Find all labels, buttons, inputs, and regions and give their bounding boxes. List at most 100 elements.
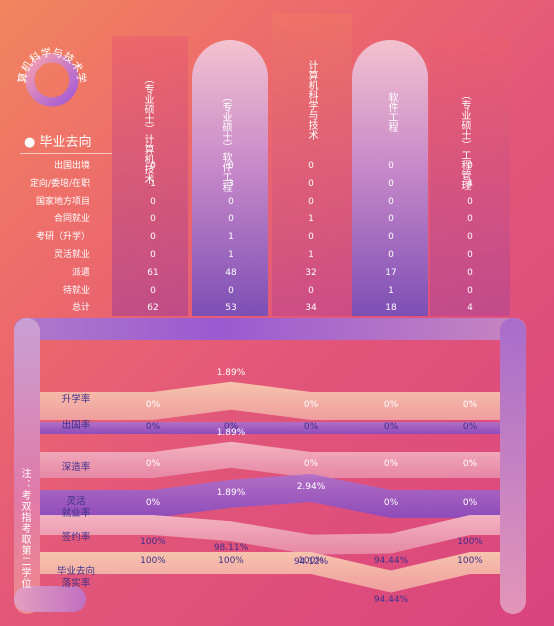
table-row-label: 派遣 xyxy=(71,267,90,278)
column-header-4: 软件工程 xyxy=(385,92,397,132)
column-header-3: 计算机科学与技术 xyxy=(305,60,317,140)
series-band xyxy=(40,381,500,420)
table-cell: 34 xyxy=(305,303,317,314)
table-row-label: 灵活就业 xyxy=(53,250,90,260)
column-header-5: （专业硕士）工程管理 xyxy=(458,90,470,190)
rate-value-label: 0% xyxy=(223,422,239,432)
table-cell: 0 xyxy=(228,285,234,296)
table-cell: 0 xyxy=(308,196,314,207)
table-cell: 0 xyxy=(308,232,314,243)
chart-frame-right xyxy=(500,318,526,614)
rate-value-label: 0% xyxy=(462,400,478,410)
badge-ring-icon: 计算机科学与技术学院 xyxy=(9,28,88,107)
table-cell: 0 xyxy=(150,232,156,243)
rate-value-label: 100% xyxy=(140,556,166,566)
table-cell: 1 xyxy=(150,178,156,189)
column-header-1: （专业硕士）计算机技术 xyxy=(141,74,153,184)
table-cell: 0 xyxy=(467,161,473,171)
table-cell: 0 xyxy=(228,214,234,225)
column-header-name: 工程管理 xyxy=(459,150,470,190)
table-cell: 0 xyxy=(228,161,234,171)
chart-frame-left xyxy=(14,318,40,614)
series-band xyxy=(40,422,500,434)
rate-value-label: 1.89% xyxy=(216,367,246,378)
table-cell: 62 xyxy=(147,303,159,314)
series-band xyxy=(40,552,500,593)
table-cell: 3 xyxy=(228,178,234,189)
table-cell: 0 xyxy=(150,196,156,207)
column-bg-1 xyxy=(112,36,188,316)
table-row-label: 定向/委培/在职 xyxy=(29,178,90,189)
rate-value-label: 100% xyxy=(218,556,244,566)
series-band xyxy=(40,474,500,518)
series-label: 签约率 xyxy=(61,532,91,543)
column-header-name: 计算机科学与技术 xyxy=(306,60,317,140)
table-cell: 48 xyxy=(225,267,237,278)
rate-value-label: 0% xyxy=(383,498,399,508)
table-cell: 1 xyxy=(308,214,314,225)
table-cell: 0 xyxy=(150,285,156,296)
column-header-note: （专业硕士） xyxy=(142,74,153,134)
table-row-label: 国家地方项目 xyxy=(35,196,90,207)
rate-value-label: 0% xyxy=(303,459,319,469)
note-text: 注：考双指考取第二学位 xyxy=(19,468,30,589)
table-cell: 0 xyxy=(388,214,394,225)
table-row-label: 出国出境 xyxy=(53,161,90,171)
table-row-label: 考研（升学） xyxy=(35,232,90,243)
rate-value-label: 94.44% xyxy=(373,594,409,605)
table-cell: 0 xyxy=(388,178,394,189)
table-cell: 0 xyxy=(467,250,473,260)
rate-value-label: 0% xyxy=(145,498,161,508)
column-bg-3 xyxy=(272,14,352,316)
rate-value-label: 0% xyxy=(145,459,161,469)
rate-value-label: 0% xyxy=(145,400,161,410)
rate-value-label: 0% xyxy=(462,498,478,508)
rate-value-label: 0% xyxy=(303,422,319,432)
table-cell: 61 xyxy=(147,267,159,278)
column-header-name: 计算机技术 xyxy=(142,134,153,184)
table-cell: 18 xyxy=(385,303,397,314)
column-bg-5 xyxy=(430,38,510,316)
series-label: 深造率 xyxy=(61,462,91,473)
rate-value-label: 0% xyxy=(462,459,478,469)
rate-value-label: 94.44% xyxy=(373,555,409,566)
table-cell: 0 xyxy=(308,285,314,296)
table-cell: 0 xyxy=(467,214,473,225)
rate-value-label: 100% xyxy=(457,537,483,547)
series-label: 升学率 xyxy=(61,394,91,405)
chart-frame-top xyxy=(14,318,526,340)
rate-chart xyxy=(40,381,500,593)
rate-value-label: 100% xyxy=(140,537,166,547)
table-cell: 0 xyxy=(308,161,314,171)
table-cell: 1 xyxy=(308,250,314,260)
table-cell: 32 xyxy=(305,267,317,278)
series-band xyxy=(40,441,500,478)
rate-value-label: 0% xyxy=(145,422,161,432)
table-cell: 4 xyxy=(467,178,473,189)
table-cell: 0 xyxy=(467,232,473,243)
section-title-text: 毕业去向 xyxy=(39,135,92,150)
rate-value-label: 0% xyxy=(303,400,319,410)
table-cell: 4 xyxy=(467,303,473,314)
table-cell: 0 xyxy=(308,178,314,189)
table-row-label: 总计 xyxy=(71,303,90,314)
table-cell: 1 xyxy=(228,232,234,243)
rate-value-label: 0% xyxy=(383,422,399,432)
table-cell: 0 xyxy=(150,214,156,225)
table-cell: 17 xyxy=(385,267,397,278)
table-row-label: 待就业 xyxy=(62,285,90,296)
table-cell: 0 xyxy=(388,196,394,207)
column-header-name: 软件工程 xyxy=(386,92,397,132)
table-cell: 0 xyxy=(467,285,473,296)
column-header-note: （专业硕士） xyxy=(220,92,231,152)
table-cell: 0 xyxy=(388,161,394,171)
title-divider xyxy=(20,153,112,154)
column-header-2: （专业硕士）软件工程 xyxy=(219,92,231,192)
chart-frame-bottom-cap xyxy=(14,586,86,612)
rate-value-label: 1.89% xyxy=(216,487,246,498)
table-cell: 1 xyxy=(228,250,234,260)
table-cell: 0 xyxy=(467,267,473,278)
column-header-name: 软件工程 xyxy=(220,152,231,192)
rate-value-label: 0% xyxy=(383,459,399,469)
rate-value-label: 2.94% xyxy=(296,482,326,492)
